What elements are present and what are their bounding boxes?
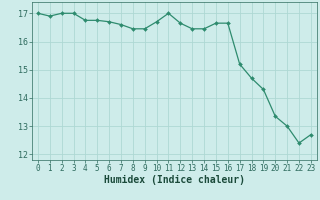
X-axis label: Humidex (Indice chaleur): Humidex (Indice chaleur) xyxy=(104,175,245,185)
